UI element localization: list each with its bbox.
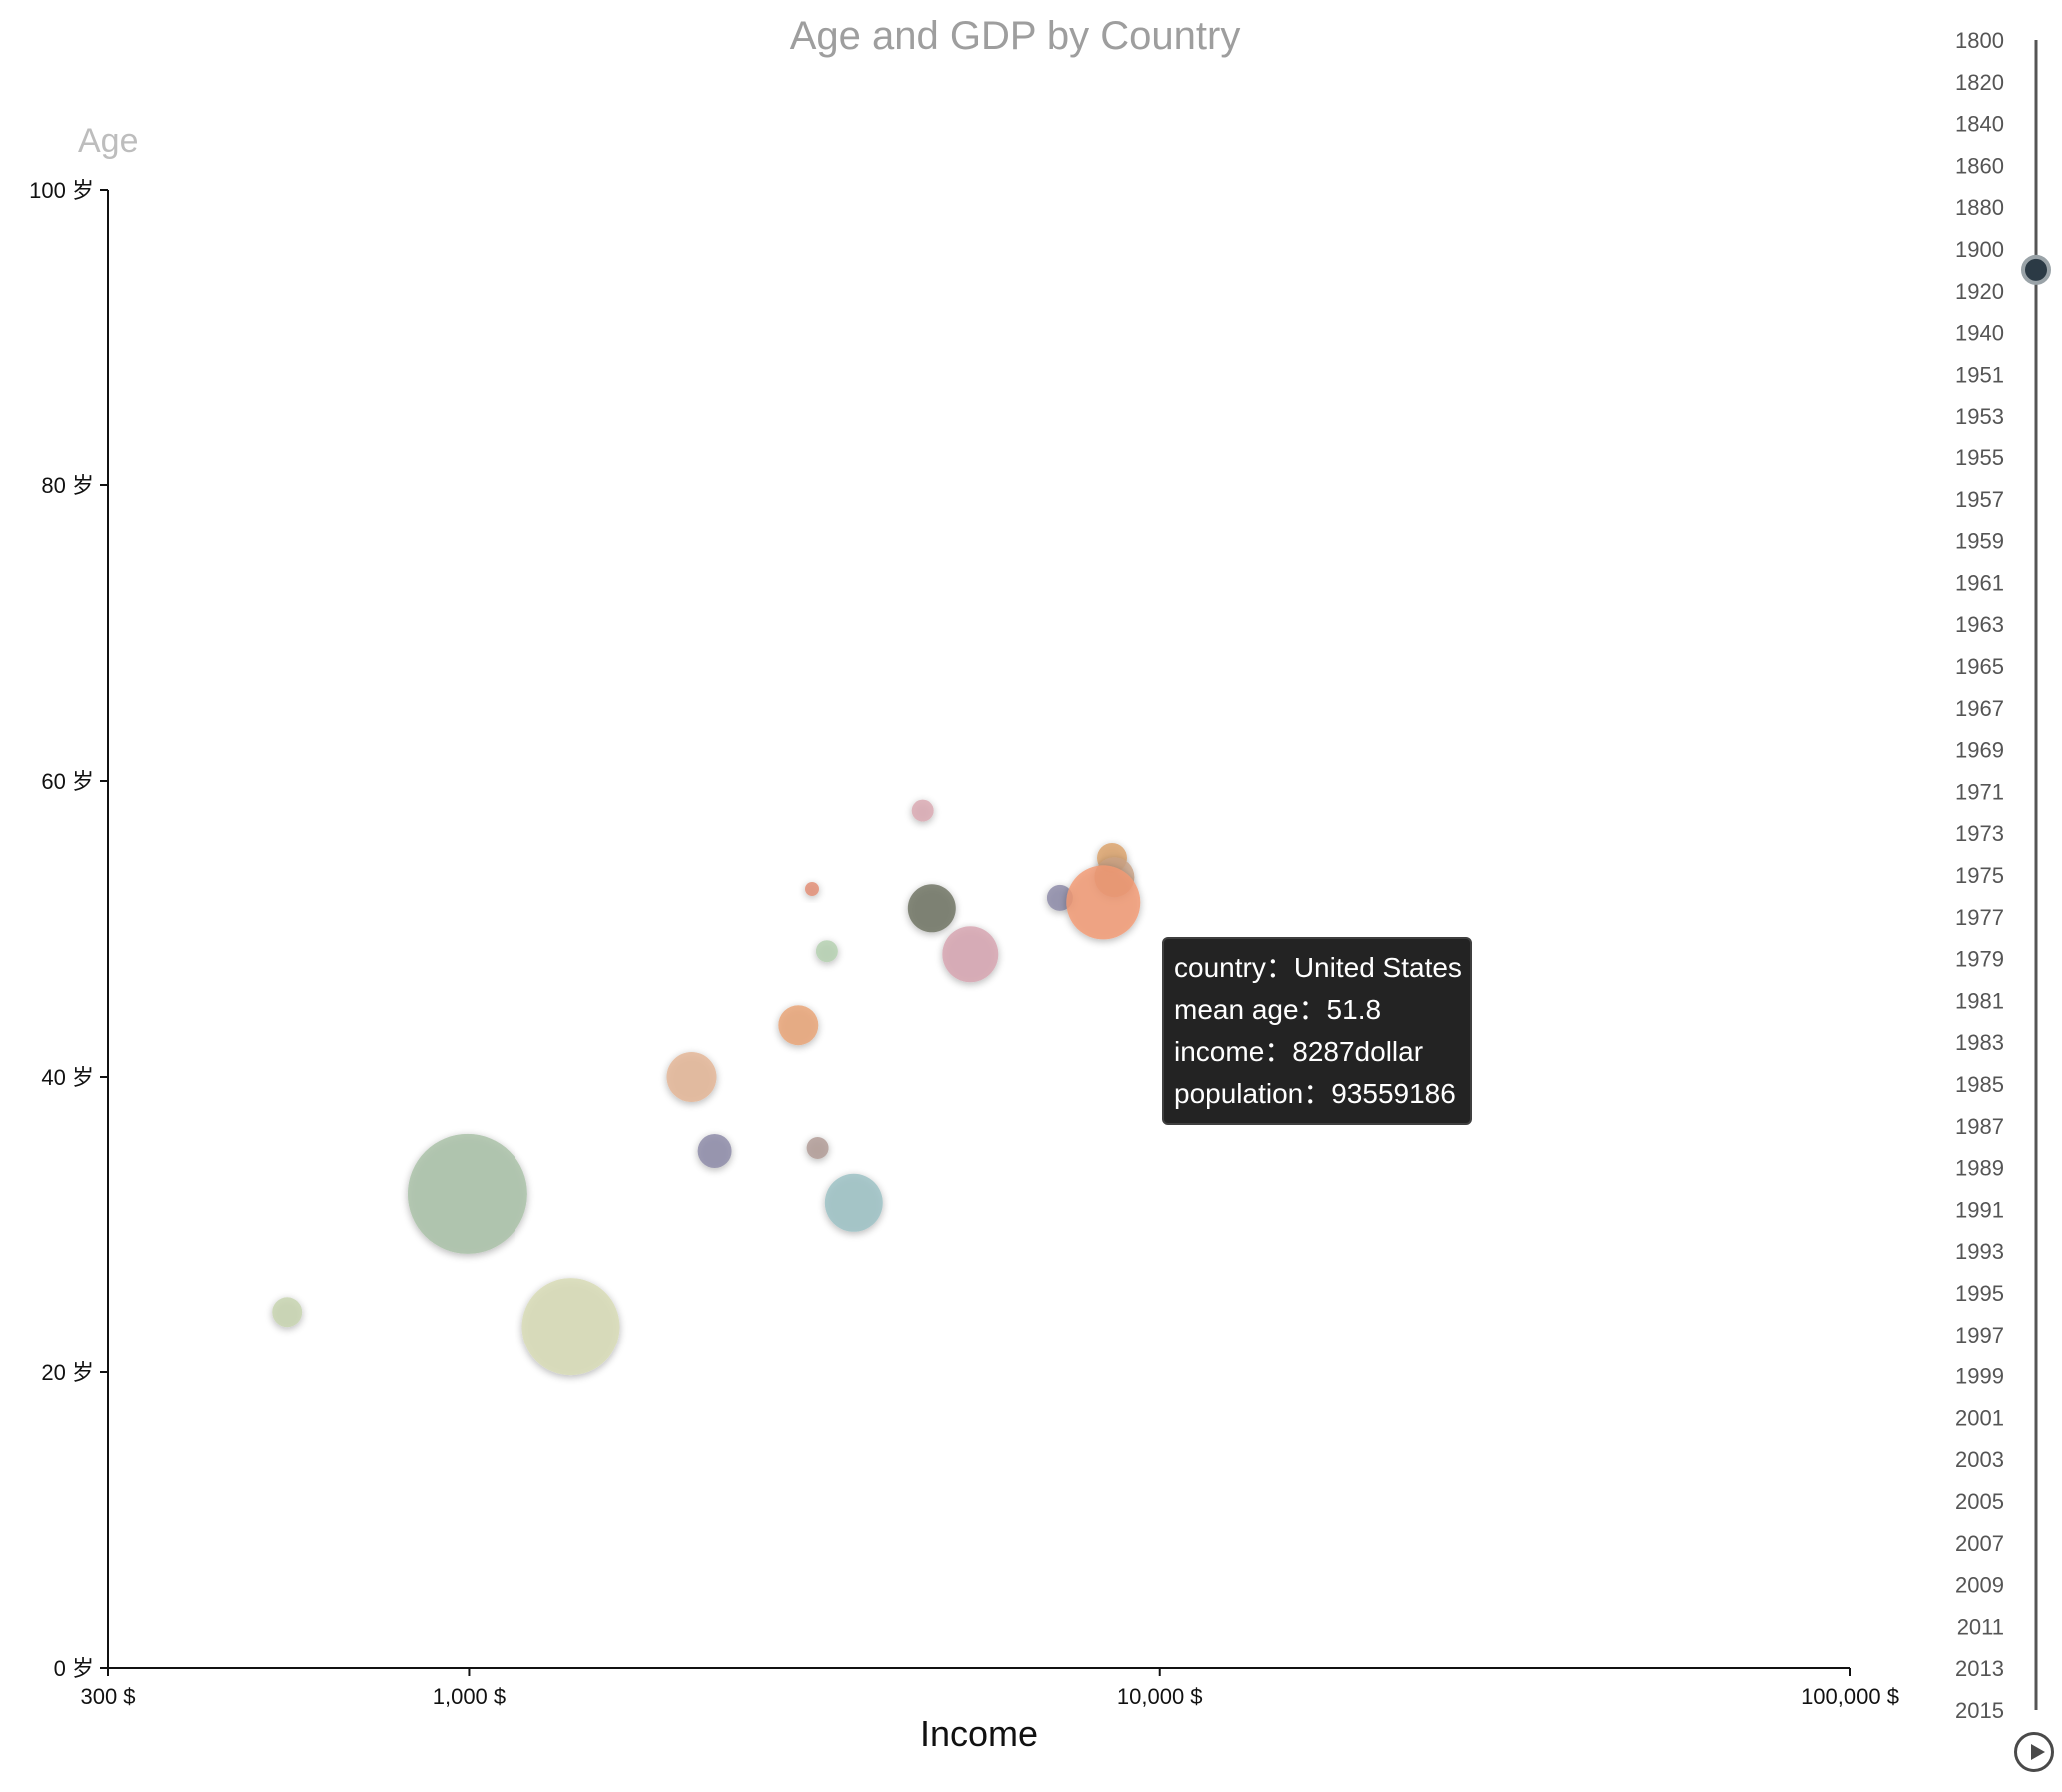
bubble[interactable] [272,1297,303,1328]
tooltip-population-label: population： [1174,1078,1332,1109]
bubble[interactable] [666,1052,717,1102]
timeline-year-label[interactable]: 1975 [1955,863,2004,888]
x-axis: 300 $ 1,000 $ 10,000 $ 100,000 $ [80,1667,1899,1709]
bubble[interactable] [907,884,956,933]
tooltip-country-value: United States [1293,952,1462,983]
x-tick-label: 10,000 $ [1117,1684,1203,1709]
y-axis-title: Age [78,122,139,160]
timeline-year-label[interactable]: 2001 [1955,1405,2004,1430]
tooltip: country：United States mean age：51.8 inco… [1162,937,1472,1125]
tooltip-population-row: population：93559186 [1174,1073,1460,1115]
y-tick-label: 0 岁 [54,1656,94,1681]
bubble[interactable] [911,799,934,822]
bubble[interactable] [815,940,838,963]
timeline-year-label[interactable]: 1995 [1955,1281,2004,1306]
timeline-year-label[interactable]: 1979 [1955,947,2004,972]
timeline-year-label[interactable]: 1820 [1955,70,2004,95]
bubble[interactable] [1066,865,1141,940]
timeline-year-label[interactable]: 2013 [1955,1656,2004,1681]
timeline-year-label[interactable]: 2015 [1955,1698,2004,1723]
timeline-year-label[interactable]: 1969 [1955,738,2004,763]
timeline-year-label[interactable]: 1957 [1955,487,2004,512]
timeline-year-label[interactable]: 2009 [1955,1573,2004,1598]
y-tick-label: 40 岁 [41,1065,94,1090]
bubble[interactable] [407,1133,527,1254]
timeline-year-label[interactable]: 1977 [1955,905,2004,930]
y-tick-label: 60 岁 [41,769,94,794]
tooltip-age-value: 51.8 [1326,994,1382,1025]
timeline-year-label[interactable]: 1880 [1955,195,2004,220]
timeline-year-label[interactable]: 1993 [1955,1239,2004,1264]
bubble[interactable] [805,882,819,896]
timeline-year-label[interactable]: 1953 [1955,404,2004,429]
timeline-year-label[interactable]: 1967 [1955,696,2004,721]
bubble[interactable] [824,1173,883,1232]
tooltip-country-label: country： [1174,952,1294,983]
timeline-year-label[interactable]: 1920 [1955,279,2004,304]
bubble[interactable] [521,1278,620,1376]
timeline-year-label[interactable]: 1965 [1955,654,2004,679]
bubble[interactable] [806,1137,829,1159]
timeline-year-label[interactable]: 1961 [1955,570,2004,595]
bubbles-layer [272,799,1141,1376]
timeline-year-label[interactable]: 1955 [1955,446,2004,470]
y-tick-label: 100 岁 [29,178,94,203]
tooltip-income-row: income：8287dollar [1174,1031,1460,1073]
timeline-year-label[interactable]: 1840 [1955,112,2004,137]
tooltip-age-row: mean age：51.8 [1174,989,1460,1031]
timeline-year-label[interactable]: 1985 [1955,1072,2004,1097]
tooltip-income-label: income： [1174,1036,1293,1067]
tooltip-income-value: 8287dollar [1292,1036,1424,1067]
y-axis: 0 岁 20 岁 40 岁 60 岁 80 岁 100 岁 [29,178,109,1681]
timeline-year-label[interactable]: 1991 [1955,1197,2004,1222]
x-tick-label: 300 $ [80,1684,135,1709]
timeline-year-label[interactable]: 2005 [1955,1489,2004,1514]
timeline-year-label[interactable]: 1973 [1955,821,2004,846]
play-icon [2031,1744,2045,1760]
bubble[interactable] [942,926,999,983]
timeline-year-label[interactable]: 1987 [1955,1114,2004,1139]
timeline-year-label[interactable]: 1951 [1955,362,2004,387]
x-tick-label: 100,000 $ [1801,1684,1899,1709]
timeline-year-label[interactable]: 1989 [1955,1156,2004,1181]
timeline-year-label[interactable]: 2003 [1955,1447,2004,1472]
timeline-handle[interactable] [2021,254,2051,285]
tooltip-age-label: mean age： [1174,994,1327,1025]
chart-title: Age and GDP by Country [789,14,1241,58]
tooltip-population-value: 93559186 [1331,1078,1456,1109]
bubble[interactable] [697,1134,732,1168]
timeline-year-label[interactable]: 1940 [1955,321,2004,346]
y-tick-label: 80 岁 [41,473,94,498]
timeline[interactable]: 1800 1820 1840 1860 1880 1900 1920 1940 1951 1953… [1955,28,2051,1723]
timeline-year-label[interactable]: 1971 [1955,779,2004,804]
timeline-year-label[interactable]: 1900 [1955,237,2004,262]
x-axis-title: Income [920,1713,1038,1754]
x-tick-label: 1,000 $ [433,1684,506,1709]
timeline-year-label[interactable]: 1959 [1955,529,2004,554]
y-tick-label: 20 岁 [41,1360,94,1385]
timeline-year-label[interactable]: 1997 [1955,1323,2004,1347]
timeline-year-label[interactable]: 1800 [1955,28,2004,53]
bubble[interactable] [778,1005,819,1046]
timeline-year-label[interactable]: 2007 [1955,1531,2004,1556]
timeline-year-label[interactable]: 1981 [1955,988,2004,1013]
timeline-year-label[interactable]: 2011 [1957,1614,2004,1639]
timeline-year-label[interactable]: 1963 [1955,612,2004,637]
play-button[interactable] [2014,1732,2054,1772]
tooltip-country-row: country：United States [1174,947,1462,989]
timeline-year-label[interactable]: 1999 [1955,1364,2004,1389]
timeline-year-label[interactable]: 1983 [1955,1030,2004,1055]
timeline-year-label[interactable]: 1860 [1955,153,2004,178]
